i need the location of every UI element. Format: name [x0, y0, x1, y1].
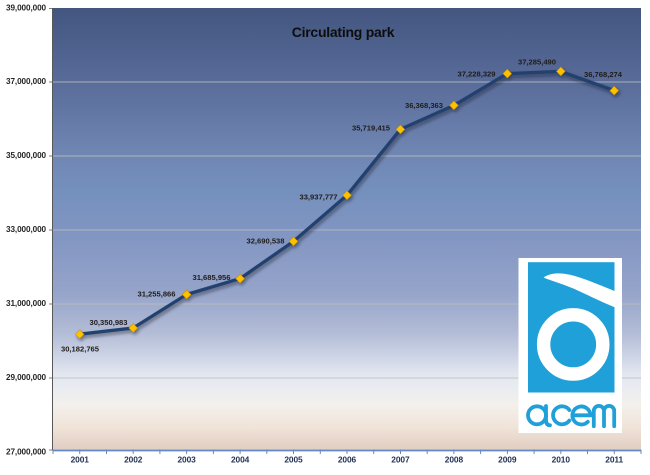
svg-text:32,690,538: 32,690,538: [246, 236, 284, 245]
svg-text:30,350,983: 30,350,983: [89, 318, 127, 327]
svg-text:37,285,490: 37,285,490: [518, 57, 556, 66]
svg-text:2003: 2003: [177, 455, 196, 465]
svg-text:2011: 2011: [605, 455, 623, 465]
svg-text:39,000,000: 39,000,000: [6, 4, 47, 13]
svg-text:2009: 2009: [498, 455, 517, 465]
svg-text:35,719,415: 35,719,415: [352, 123, 391, 132]
svg-text:33,000,000: 33,000,000: [6, 225, 47, 234]
svg-text:31,000,000: 31,000,000: [6, 299, 47, 308]
svg-text:36,768,274: 36,768,274: [584, 70, 623, 79]
svg-text:2007: 2007: [391, 455, 410, 465]
svg-text:37,228,329: 37,228,329: [457, 69, 495, 78]
svg-text:2001: 2001: [71, 455, 90, 465]
svg-text:2008: 2008: [445, 455, 464, 465]
svg-text:2010: 2010: [552, 455, 571, 465]
svg-text:2005: 2005: [284, 455, 303, 465]
svg-text:35,000,000: 35,000,000: [6, 151, 47, 160]
svg-text:Circulating park: Circulating park: [292, 24, 395, 40]
svg-text:31,685,956: 31,685,956: [192, 273, 230, 282]
svg-text:2002: 2002: [124, 455, 143, 465]
svg-text:30,182,765: 30,182,765: [61, 345, 100, 354]
svg-text:36,368,363: 36,368,363: [405, 101, 443, 110]
svg-text:2006: 2006: [338, 455, 357, 465]
svg-text:2004: 2004: [231, 455, 250, 465]
svg-text:27,000,000: 27,000,000: [6, 448, 47, 457]
svg-text:29,000,000: 29,000,000: [6, 373, 47, 382]
svg-text:33,937,777: 33,937,777: [299, 193, 337, 202]
svg-text:37,000,000: 37,000,000: [6, 77, 47, 86]
svg-text:31,255,866: 31,255,866: [137, 289, 175, 298]
